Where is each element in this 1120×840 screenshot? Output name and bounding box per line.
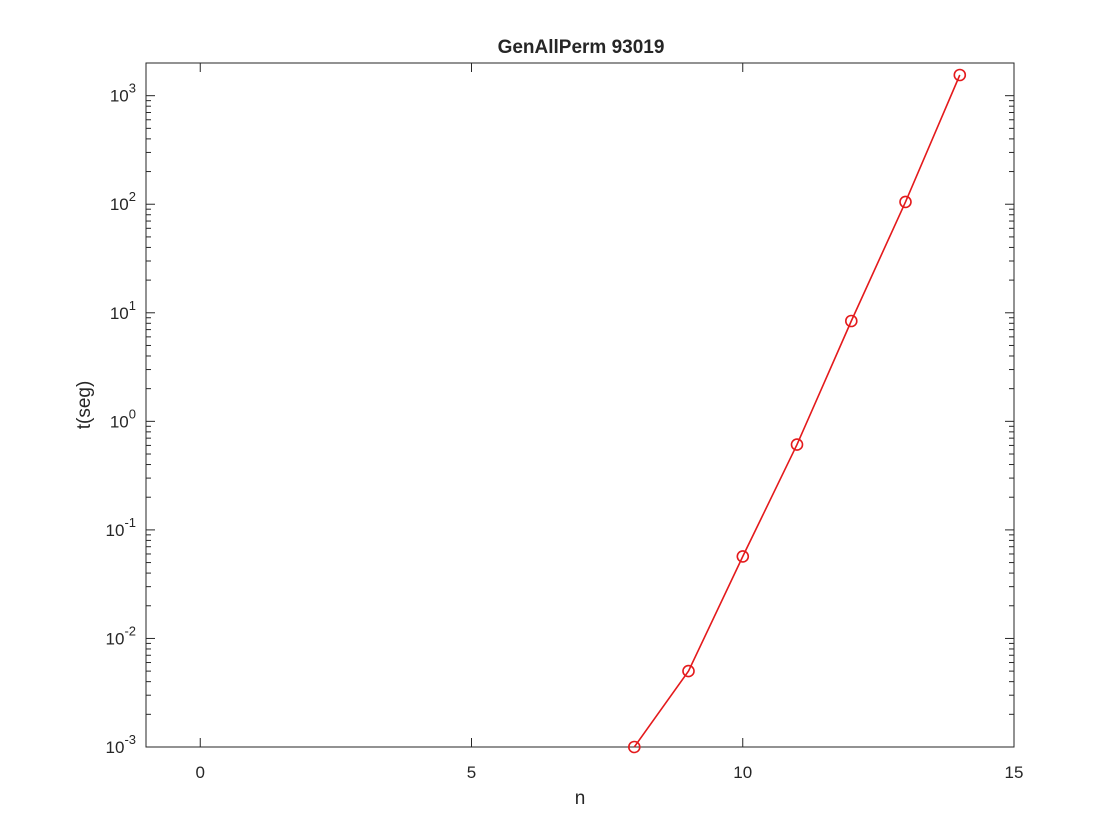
y-axis-ticks: 10-3 10-2 10-1 100 101 102 103 [106,62,1014,757]
y-tick-label: 10-3 [106,732,136,757]
y-tick-label: 10-2 [106,623,136,648]
x-tick-label: 10 [733,763,752,782]
chart-title: GenAllPerm 93019 [498,37,665,58]
y-tick-label: 103 [110,81,136,106]
series-line [633,74,961,748]
data-point-marker [899,195,912,209]
x-tick-label: 0 [196,763,205,782]
x-axis-ticks: 0 5 10 15 [196,63,1024,782]
data-point-marker [627,740,641,754]
data-point-marker [844,314,858,328]
data-point-marker [736,550,750,563]
data-point-marker [790,438,804,451]
data-point-marker [682,664,695,678]
data-point-marker [953,68,967,82]
y-axis-label: t(seg) [74,381,95,430]
plot-area-box [145,62,1015,748]
series-layer [627,68,967,754]
y-tick-label: 10-1 [106,515,136,540]
y-tick-label: 101 [110,298,136,323]
x-tick-label: 5 [467,763,476,782]
y-tick-label: 102 [110,189,136,214]
x-tick-label: 15 [1005,763,1024,782]
y-tick-label: 100 [110,406,136,431]
x-axis-label: n [575,788,586,809]
